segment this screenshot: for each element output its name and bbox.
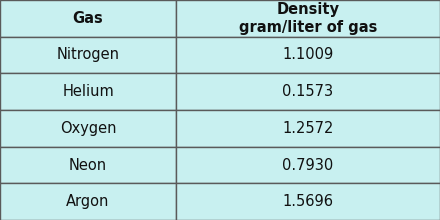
Text: Neon: Neon: [69, 158, 107, 172]
Bar: [0, 110, 176, 147]
Bar: [0, 147, 176, 183]
Text: Helium: Helium: [62, 84, 114, 99]
Text: Density
gram/liter of gas: Density gram/liter of gas: [239, 2, 377, 35]
Bar: [176, 37, 440, 73]
Bar: [0, 183, 176, 220]
Text: 1.2572: 1.2572: [282, 121, 334, 136]
Bar: [176, 73, 440, 110]
Bar: [176, 110, 440, 147]
Bar: [0, 37, 176, 73]
Text: Argon: Argon: [66, 194, 110, 209]
Text: 0.7930: 0.7930: [282, 158, 334, 172]
Bar: [176, 0, 440, 37]
Bar: [0, 0, 176, 37]
Text: Oxygen: Oxygen: [60, 121, 116, 136]
Text: 1.1009: 1.1009: [282, 48, 334, 62]
Bar: [176, 147, 440, 183]
Text: 0.1573: 0.1573: [282, 84, 334, 99]
Bar: [0, 73, 176, 110]
Text: Gas: Gas: [73, 11, 103, 26]
Bar: [176, 183, 440, 220]
Text: 1.5696: 1.5696: [282, 194, 334, 209]
Text: Nitrogen: Nitrogen: [56, 48, 120, 62]
